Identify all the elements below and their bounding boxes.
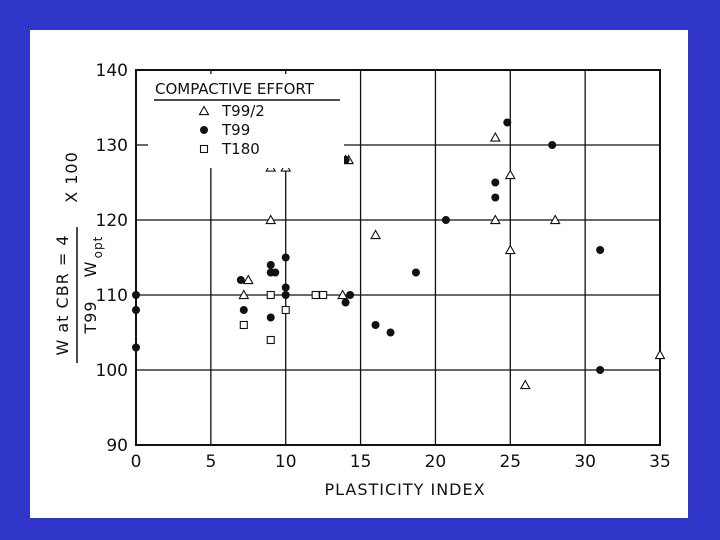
tick-label-layer: 0 5 10 15 20 25 30 35 90 100 110 120 130 140: [96, 61, 671, 472]
data-point-circle: [132, 291, 140, 299]
x-tick-label: 35: [649, 452, 671, 472]
legend-marker-triangle: [198, 105, 210, 116]
data-point-circle: [271, 268, 280, 277]
x-tick-label: 30: [574, 452, 596, 472]
data-point-circle: [371, 321, 380, 329]
legend-marker-square: [199, 144, 209, 154]
y-tick-label: 130: [96, 136, 128, 156]
legend-entry-label: T180: [221, 140, 260, 158]
y-axis-denominator-sub: W: [81, 261, 100, 278]
data-point-square: [239, 320, 248, 330]
y-tick-label: 110: [96, 286, 128, 306]
data-point-circle: [239, 306, 248, 314]
data-point-triangle: [337, 289, 349, 300]
data-point-circle: [441, 216, 450, 224]
data-point-square: [281, 305, 290, 315]
data-point-circle: [503, 118, 512, 127]
data-point-circle: [281, 253, 290, 262]
legend-marker-circle: [200, 126, 208, 134]
data-point-circle: [132, 343, 140, 352]
data-point-circle: [491, 178, 500, 187]
x-axis-title: PLASTICITY INDEX: [324, 480, 485, 499]
data-point-triangle: [238, 289, 250, 300]
data-point-triangle: [504, 169, 516, 180]
data-point-triangle: [654, 349, 666, 360]
data-point-circle: [236, 276, 245, 284]
data-point-triangle: [504, 244, 516, 255]
y-axis-numerator: W at CBR = 4: [53, 234, 72, 355]
data-point-circle: [346, 291, 355, 299]
y-axis-denominator-subscript: opt: [91, 236, 105, 259]
x-tick-label: 15: [350, 452, 372, 472]
data-point-triangle: [489, 131, 501, 142]
x-tick-label: 20: [425, 452, 447, 472]
data-point-circle: [281, 291, 290, 299]
data-point-circle: [341, 298, 350, 307]
data-point-circle: [266, 261, 275, 269]
data-point-triangle: [549, 214, 561, 225]
legend-entry-label: T99/2: [221, 102, 265, 120]
y-axis-multiplier: X 100: [62, 151, 81, 203]
legend-entry-label: T99: [221, 121, 250, 139]
data-point-square: [319, 290, 328, 300]
data-point-square: [311, 290, 320, 300]
plot-frame: [135, 69, 661, 446]
data-point-triangle: [265, 214, 277, 225]
data-point-triangle: [489, 214, 501, 225]
data-point-circle: [411, 268, 420, 277]
y-tick-label: 90: [106, 436, 128, 456]
y-tick-label: 120: [96, 211, 128, 231]
y-tick-label: 100: [96, 361, 128, 381]
x-tick-label: 25: [499, 452, 521, 472]
y-tick-label: 140: [96, 61, 128, 81]
data-point-triangle: [519, 379, 531, 390]
data-point-triangle: [242, 274, 254, 285]
data-point-square: [266, 290, 275, 300]
x-tick-label: 0: [131, 452, 142, 472]
data-point-circle: [548, 141, 557, 149]
data-point-circle: [596, 366, 605, 374]
data-point-circle: [266, 313, 275, 322]
data-point-circle: [491, 193, 500, 202]
x-tick-label: 10: [275, 452, 297, 472]
data-point-circle: [132, 306, 140, 314]
data-point-circle: [386, 328, 395, 337]
slide-panel: [30, 30, 688, 518]
y-axis-denominator-main: T99: [81, 300, 100, 334]
data-point-triangle: [370, 229, 381, 240]
data-point-circle: [281, 283, 290, 292]
legend-box: [148, 74, 344, 168]
x-tick-label: 5: [205, 452, 216, 472]
legend-title: COMPACTIVE EFFORT: [155, 80, 315, 98]
data-point-square: [266, 335, 275, 345]
data-point-circle: [596, 246, 605, 254]
y-axis-title: W at CBR = 4 T99 W opt X 100: [53, 151, 105, 363]
